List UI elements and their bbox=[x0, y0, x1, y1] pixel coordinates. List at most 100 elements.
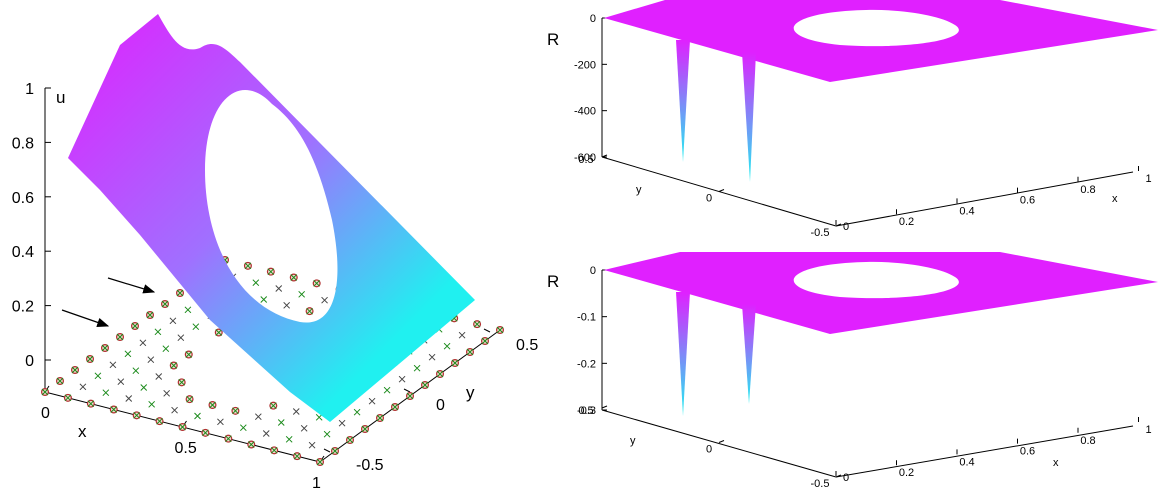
br-x-tick-label: 0.2 bbox=[899, 467, 914, 479]
tr-residual-surface bbox=[604, 0, 1158, 82]
left-node-circle-cross bbox=[473, 320, 481, 328]
left-node-circle-cross bbox=[376, 414, 384, 422]
br-z-tick-label: -0.3 bbox=[577, 405, 596, 417]
br-x-axis-label: x bbox=[1053, 457, 1059, 469]
left-z-tick-label: 1 bbox=[25, 81, 34, 98]
left-node-circle-cross bbox=[101, 344, 109, 352]
left-node-circle-cross bbox=[209, 401, 216, 409]
left-node-interior bbox=[383, 386, 391, 394]
br-z-tick-label: 0 bbox=[590, 265, 596, 277]
left-node-interior bbox=[124, 350, 132, 358]
tr-spike-2 bbox=[742, 52, 756, 182]
left-node-interior bbox=[163, 389, 171, 397]
br-x-tick-label: 0.6 bbox=[1020, 446, 1035, 458]
left-node-interior bbox=[217, 418, 224, 426]
br-y-tick bbox=[835, 474, 842, 478]
left-node-interior bbox=[194, 412, 201, 420]
left-node-circle-cross bbox=[346, 436, 354, 444]
left-node-interior bbox=[353, 408, 361, 416]
left-y-tick bbox=[403, 388, 411, 393]
left-node-circle-cross bbox=[247, 441, 255, 448]
tr-x-tick-label: 0 bbox=[843, 221, 849, 233]
br-z-tick-label: -0.2 bbox=[577, 358, 596, 370]
tr-spike-1 bbox=[676, 40, 690, 162]
left-node-interior bbox=[443, 342, 451, 350]
left-node-circle-cross bbox=[466, 348, 474, 356]
left-node-circle-cross bbox=[86, 355, 94, 363]
br-z-ticks: 0 -0.1 -0.2 -0.3 bbox=[577, 265, 607, 417]
left-node-circle-cross bbox=[161, 300, 169, 308]
tr-z-axis-label: R bbox=[547, 30, 559, 49]
left-node-interior bbox=[398, 375, 406, 383]
left-z-tick-label: 0.2 bbox=[12, 299, 34, 316]
br-spike-1 bbox=[676, 292, 690, 416]
tr-x-tick-label: 0.8 bbox=[1080, 184, 1095, 196]
left-y-tick bbox=[483, 328, 491, 333]
br-x-tick-label: 1 bbox=[1145, 424, 1151, 436]
left-x-axis-label: x bbox=[78, 422, 87, 441]
left-y-tick bbox=[323, 448, 331, 453]
left-y-tick-label: 0.5 bbox=[516, 337, 538, 354]
tr-x-tick-label: 0.2 bbox=[899, 216, 914, 228]
left-surface-plot: 0 0.2 0.4 0.6 0.8 1 0 0.5 1 -0.5 0 0.5 u x y bbox=[12, 14, 538, 492]
left-node-circle-cross bbox=[290, 274, 298, 281]
tr-y-tick-label: -0.5 bbox=[811, 227, 830, 239]
left-node-interior bbox=[154, 328, 162, 336]
left-node-interior bbox=[177, 334, 185, 342]
left-node-circle-cross bbox=[361, 425, 369, 433]
left-node-interior bbox=[292, 408, 300, 415]
br-x-tick-label: 0 bbox=[843, 472, 849, 484]
left-node-interior bbox=[275, 285, 283, 292]
tr-x-ticks: 0 0.2 0.4 0.6 0.8 1 bbox=[835, 166, 1152, 233]
tr-x-tick-label: 0.6 bbox=[1020, 195, 1035, 207]
tr-y-tick-label: 0 bbox=[706, 193, 712, 205]
left-node-interior bbox=[171, 406, 178, 414]
br-y-tick bbox=[718, 440, 725, 443]
left-node-circle-cross bbox=[436, 370, 444, 378]
br-y-axis-label: y bbox=[630, 435, 636, 447]
left-x-tick-label: 1 bbox=[312, 475, 321, 492]
left-node-interior bbox=[298, 290, 306, 298]
left-node-circle-cross bbox=[87, 400, 95, 408]
left-node-interior bbox=[109, 361, 117, 369]
left-node-circle-cross bbox=[244, 262, 252, 270]
left-node-circle-cross bbox=[406, 392, 414, 400]
left-node-circle-cross bbox=[110, 406, 118, 413]
tr-y-tick bbox=[718, 189, 725, 192]
left-node-circle-cross bbox=[64, 394, 72, 402]
left-node-circle-cross bbox=[185, 351, 193, 358]
tr-x-axis-line bbox=[835, 171, 1134, 227]
left-arrow-upper bbox=[107, 277, 156, 294]
top-right-residual-plot: 0-200-400-600 0 0.20.40.60.81 -0.500.5 R … bbox=[547, 0, 1158, 239]
left-node-interior bbox=[368, 397, 376, 405]
br-x-tick-label: 0.4 bbox=[959, 456, 974, 468]
left-node-circle-cross bbox=[293, 452, 301, 460]
left-node-circle-cross bbox=[215, 329, 223, 336]
left-z-ticks: 0 0.2 0.4 0.6 0.8 1 bbox=[12, 81, 51, 370]
tr-y-tick bbox=[601, 154, 608, 158]
left-node-interior bbox=[283, 301, 291, 309]
left-node-circle-cross bbox=[496, 326, 504, 334]
left-node-interior bbox=[262, 430, 270, 437]
br-x-ticks: 0 0.2 0.4 0.6 0.8 1 bbox=[835, 417, 1152, 484]
left-solution-surface bbox=[68, 14, 475, 422]
tr-y-ticks: -0.5 0 0.5 bbox=[578, 154, 842, 239]
left-node-circle-cross bbox=[71, 366, 79, 374]
left-node-interior bbox=[140, 384, 148, 391]
left-node-circle-cross bbox=[56, 377, 64, 385]
left-node-interior bbox=[155, 373, 163, 380]
left-z-axis-label: u bbox=[56, 88, 65, 107]
left-node-interior bbox=[79, 383, 87, 391]
left-x-tick-label: 0 bbox=[41, 405, 50, 422]
left-z-tick-label: 0.6 bbox=[12, 190, 34, 207]
left-node-circle-cross bbox=[176, 289, 184, 297]
left-node-interior bbox=[169, 317, 177, 325]
left-node-circle-cross bbox=[232, 407, 239, 415]
left-node-interior bbox=[132, 367, 140, 375]
left-node-interior bbox=[252, 279, 260, 287]
tr-z-tick-label: -600 bbox=[574, 152, 596, 164]
left-node-circle-cross bbox=[41, 388, 49, 396]
left-node-interior bbox=[428, 353, 436, 361]
bottom-right-residual-plot: 0-0.1-0.2-0.3 0 0.20.40.60.81 -0.500.5 R … bbox=[547, 252, 1158, 490]
